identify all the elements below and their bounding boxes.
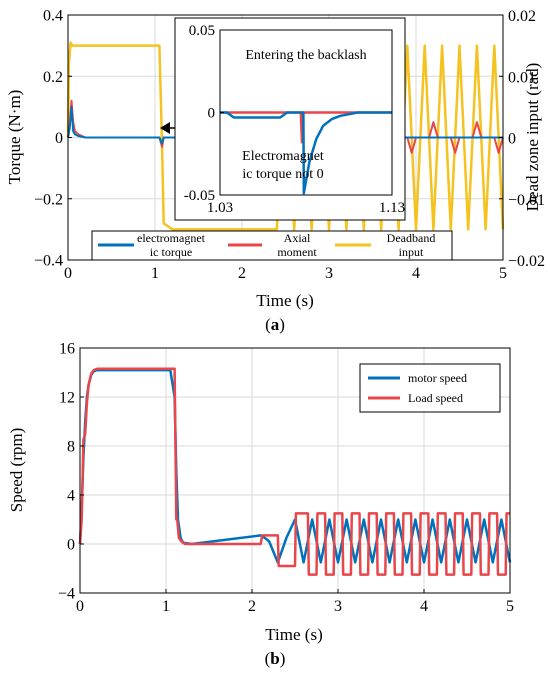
x-tick-label: 4 (420, 598, 428, 615)
x-tick-label: 2 (238, 265, 246, 282)
y-right-tick-label: 0 (508, 131, 516, 148)
inset-y-tick-label: 0.05 (189, 23, 215, 39)
y-tick-label: 12 (59, 390, 75, 407)
inset-ticks: 1.03 1.13 0.05 0 -0.05 (184, 23, 405, 216)
inset-note-backlash: Entering the backlash (245, 48, 366, 63)
inset-note-electromagnet: Electromagnet (242, 149, 324, 164)
y-tick-label: 0 (67, 537, 75, 554)
y-right-tick-label: −0.02 (508, 253, 545, 270)
panel-b-xlabel: Time (s) (265, 625, 322, 644)
x-tick-label: 2 (248, 598, 256, 615)
y-tick-label: −0.4 (34, 253, 63, 270)
panel-b-axes-box (79, 347, 511, 594)
panel-b-ylabel: Speed (rpm) (7, 428, 26, 513)
inset-x-tick-label: 1.03 (207, 200, 233, 216)
legend-label-deadband-1: Deadband (387, 231, 436, 245)
panel-a-legend-box (91, 230, 453, 261)
y-tick-label: −4 (58, 586, 75, 603)
inset-series (220, 111, 392, 195)
inset: 1.03 1.13 0.05 0 -0.05 Entering the backlash… (174, 17, 406, 221)
inset-y-tick-label: -0.05 (184, 188, 215, 204)
series-line-electromagnetic-torque (67, 105, 503, 145)
series-line-load-speed (78, 367, 510, 576)
panel-a-legend: electromagnet ic torque Axial moment Dea… (91, 230, 453, 261)
y-tick-label: 4 (67, 488, 75, 505)
x-tick-label: 3 (334, 598, 342, 615)
legend-label-deadband-2: input (399, 245, 424, 259)
x-tick-label: 5 (506, 598, 514, 615)
x-tick-label: 5 (499, 265, 507, 282)
panel-a-ticks: 0 1 2 3 4 5 0.4 0.2 0 −0.2 −0.4 0.02 0.01 0 −0.01 −0.02 (34, 8, 545, 282)
panel-b-legend-box (359, 363, 501, 413)
legend-label-electromagnetic-1: electromagnet (137, 231, 206, 245)
panel-a-label-letter: a (271, 315, 280, 334)
inset-note-torque-not-zero: ic torque not 0 (242, 167, 323, 182)
panel-a-label: (a) (265, 315, 285, 334)
x-tick-label: 0 (76, 598, 84, 615)
panel-b-label: (b) (265, 649, 286, 668)
inset-line-electromagnetic-torque (220, 111, 392, 195)
inset-background (174, 17, 406, 221)
y-right-tick-label: 0.01 (508, 69, 536, 86)
y-tick-label: 8 (67, 439, 75, 456)
x-tick-label: 1 (151, 265, 159, 282)
legend-label-load-speed: Load speed (408, 391, 463, 405)
panel-a-ylabel: Torque (N·m) (5, 90, 24, 185)
panel-a-xlabel: Time (s) (256, 291, 313, 310)
y-tick-label: −0.2 (34, 191, 63, 208)
panel-b-legend: motor speed Load speed (359, 363, 501, 413)
y-tick-label: 0.4 (43, 8, 63, 25)
panel-a: 0 1 2 3 4 5 0.4 0.2 0 −0.2 −0.4 0.02 0.01 0 −0.01 −0.02… (5, 8, 545, 334)
inset-x-tick-label: 1.13 (379, 200, 405, 216)
legend-label-electromagnetic-2: ic torque (150, 245, 192, 259)
y-tick-label: 0 (55, 130, 63, 147)
legend-label-axial-1: Axial (284, 231, 311, 245)
panel-a-ylabel-right: Dead zone input (rad) (523, 63, 542, 212)
x-tick-label: 3 (325, 265, 333, 282)
legend-label-axial-2: moment (277, 245, 317, 259)
inset-y-tick-label: 0 (208, 106, 216, 122)
panel-b-series (78, 367, 512, 576)
x-tick-label: 0 (64, 265, 72, 282)
y-right-tick-label: 0.02 (508, 8, 536, 25)
y-right-tick-label: −0.01 (508, 192, 545, 209)
x-tick-label: 4 (412, 265, 420, 282)
legend-label-motor-speed: motor speed (408, 371, 467, 385)
panel-b-label-letter: b (270, 649, 279, 668)
y-tick-label: 16 (59, 341, 75, 358)
x-tick-label: 1 (162, 598, 170, 615)
y-tick-label: 0.2 (43, 69, 63, 86)
